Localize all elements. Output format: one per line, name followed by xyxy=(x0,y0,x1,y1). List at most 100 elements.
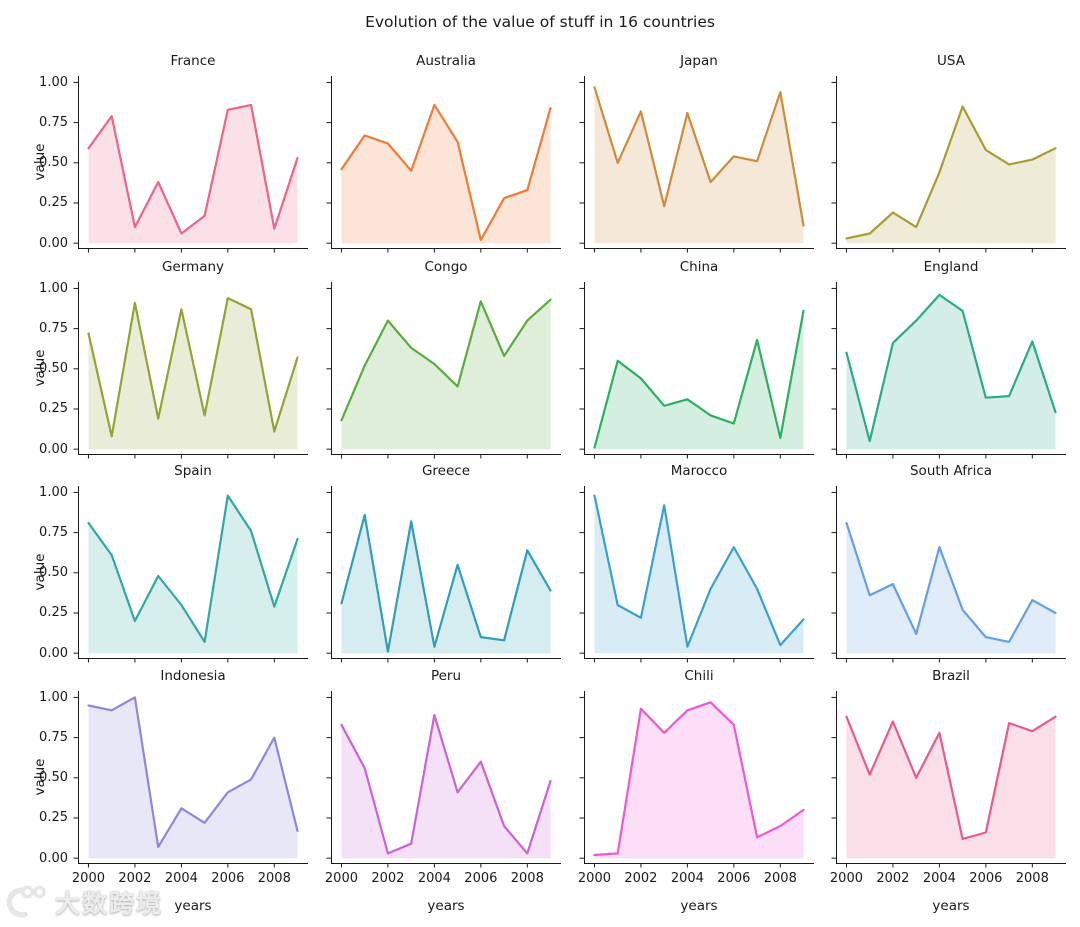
subplot-brazil xyxy=(831,691,1066,868)
line-peru xyxy=(340,714,552,855)
subplot-usa xyxy=(831,76,1066,253)
subplot-title-congo: Congo xyxy=(424,259,468,275)
area-fill-spain xyxy=(88,495,298,654)
ytick-label: 1.00 xyxy=(39,689,68,705)
subplot-england xyxy=(831,282,1066,459)
subplot-title-marocco: Marocco xyxy=(670,463,728,479)
figure-title: Evolution of the value of stuff in 16 co… xyxy=(365,13,715,31)
subplot-title-peru: Peru xyxy=(430,668,462,684)
line-usa xyxy=(845,105,1057,240)
area-fill-germany xyxy=(88,298,298,450)
xtick-label: 2006 xyxy=(717,871,751,886)
area-fill-australia xyxy=(341,104,551,244)
subplot-france xyxy=(73,76,308,253)
ytick-label: 0.00 xyxy=(39,441,68,457)
subplot-title-indonesia: Indonesia xyxy=(160,668,226,684)
line-brazil xyxy=(845,715,1057,840)
line-south-africa xyxy=(845,521,1057,643)
ytick-label: 0.25 xyxy=(39,605,68,621)
ytick-label: 0.00 xyxy=(39,850,68,866)
subplot-germany xyxy=(73,282,308,459)
ytick-label: 1.00 xyxy=(39,484,68,500)
subplot-title-south-africa: South Africa xyxy=(909,463,993,479)
y-axis-label: value xyxy=(32,349,48,387)
subplot-indonesia xyxy=(73,691,308,868)
line-congo xyxy=(340,298,552,422)
ytick-label: 0.00 xyxy=(39,235,68,251)
subplot-china xyxy=(579,282,814,459)
xtick-label: 2006 xyxy=(969,871,1003,886)
subplot-title-france: France xyxy=(170,53,216,69)
area-fill-chili xyxy=(594,702,804,859)
subplot-title-spain: Spain xyxy=(174,463,212,479)
x-axis-label: years xyxy=(932,898,970,914)
ytick-label: 0.25 xyxy=(39,401,68,417)
area-fill-peru xyxy=(341,715,551,859)
area-fill-congo xyxy=(341,299,551,450)
line-marocco xyxy=(593,494,805,648)
area-fill-indonesia xyxy=(88,697,298,859)
ytick-label: 0.50 xyxy=(39,361,68,377)
ytick-label: 1.00 xyxy=(39,280,68,296)
x-axis-label: years xyxy=(174,898,212,914)
xtick-label: 2000 xyxy=(829,871,863,886)
line-germany xyxy=(87,297,299,438)
ytick-label: 1.00 xyxy=(39,74,68,90)
xtick-label: 2006 xyxy=(211,871,245,886)
y-axis-label: value xyxy=(32,553,48,591)
area-fill-marocco xyxy=(594,495,804,654)
ytick-label: 0.75 xyxy=(39,115,68,131)
x-axis-label: years xyxy=(680,898,718,914)
xtick-label: 2002 xyxy=(118,871,152,886)
subplot-title-australia: Australia xyxy=(416,53,476,69)
xtick-label: 2000 xyxy=(577,871,611,886)
area-fill-japan xyxy=(594,87,804,244)
subplot-title-chili: Chili xyxy=(684,668,714,684)
ytick-label: 0.50 xyxy=(39,770,68,786)
area-fill-england xyxy=(846,294,1056,450)
area-fill-greece xyxy=(341,514,551,654)
area-fill-china xyxy=(594,310,804,450)
line-australia xyxy=(340,103,552,242)
y-axis-label: value xyxy=(32,143,48,181)
line-indonesia xyxy=(87,696,299,848)
subplot-marocco xyxy=(579,486,814,663)
subplot-congo xyxy=(326,282,561,459)
xtick-label: 2002 xyxy=(371,871,405,886)
xtick-label: 2008 xyxy=(510,871,544,886)
ytick-label: 0.75 xyxy=(39,730,68,746)
xtick-label: 2008 xyxy=(257,871,291,886)
line-spain xyxy=(87,494,299,643)
xtick-label: 2002 xyxy=(876,871,910,886)
xtick-label: 2000 xyxy=(324,871,358,886)
ytick-label: 0.25 xyxy=(39,195,68,211)
xtick-label: 2008 xyxy=(1015,871,1049,886)
subplot-title-usa: USA xyxy=(937,53,965,69)
xtick-label: 2004 xyxy=(922,871,956,886)
area-fill-south-africa xyxy=(846,523,1056,654)
xtick-label: 2004 xyxy=(670,871,704,886)
ytick-label: 0.75 xyxy=(39,525,68,541)
xtick-label: 2002 xyxy=(624,871,658,886)
line-england xyxy=(845,293,1057,443)
area-fill-france xyxy=(88,104,298,244)
ytick-label: 0.50 xyxy=(39,155,68,171)
x-axis-label: years xyxy=(427,898,465,914)
subplot-title-china: China xyxy=(679,259,719,275)
ytick-label: 0.50 xyxy=(39,565,68,581)
subplot-peru xyxy=(326,691,561,868)
subplot-title-brazil: Brazil xyxy=(932,668,970,684)
xtick-label: 2006 xyxy=(464,871,498,886)
subplot-chili xyxy=(579,691,814,868)
subplot-south-africa xyxy=(831,486,1066,663)
subplot-japan xyxy=(579,76,814,253)
area-fill-usa xyxy=(846,106,1056,244)
ytick-label: 0.25 xyxy=(39,810,68,826)
subplot-title-england: England xyxy=(923,259,979,275)
subplot-title-germany: Germany xyxy=(161,259,225,275)
line-china xyxy=(593,309,805,449)
line-greece xyxy=(340,513,552,653)
subplot-spain xyxy=(73,486,308,663)
xtick-label: 2004 xyxy=(164,871,198,886)
